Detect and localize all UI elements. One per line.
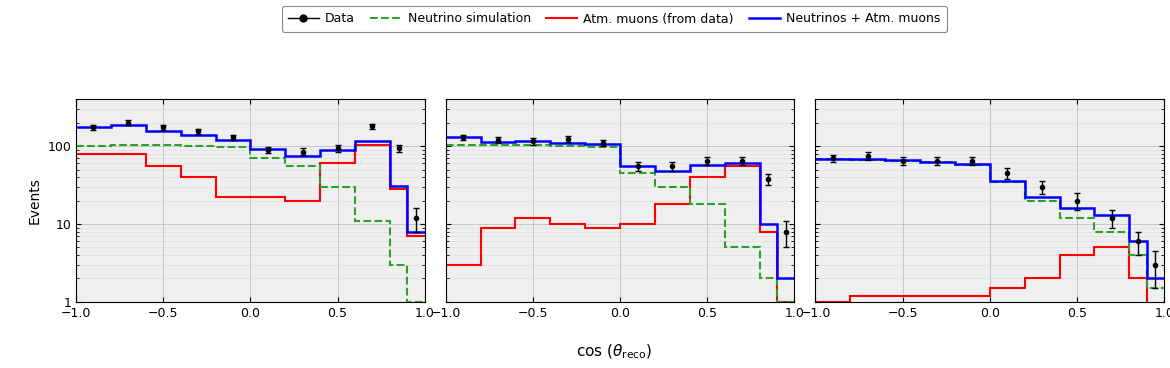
Text: cos ($\theta_{\mathrm{reco}}$): cos ($\theta_{\mathrm{reco}}$)	[576, 342, 653, 361]
Legend: Data, Neutrino simulation, Atm. muons (from data), Neutrinos + Atm. muons: Data, Neutrino simulation, Atm. muons (f…	[282, 6, 947, 32]
Y-axis label: Events: Events	[28, 177, 42, 224]
